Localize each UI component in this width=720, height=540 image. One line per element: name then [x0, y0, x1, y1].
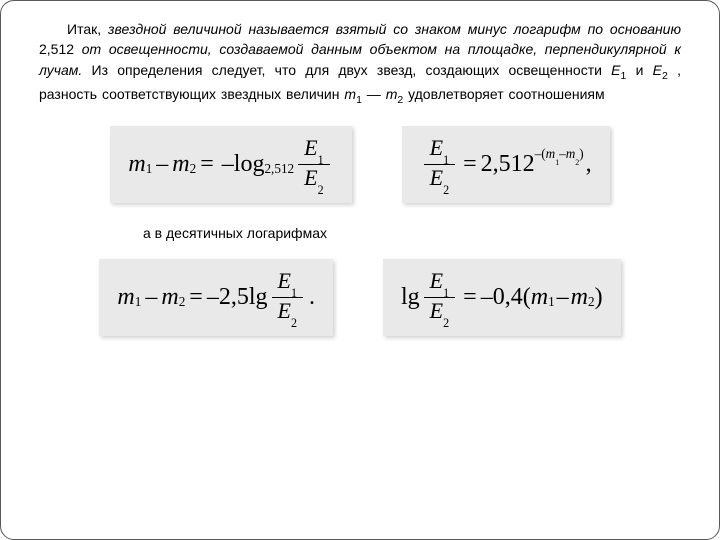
eq4-den-s: 2 [443, 316, 449, 330]
equation-row-1: m1 – m2 = – log2,512 E1 E2 E1 E2 = 2,512… [23, 126, 697, 203]
eq3-den-e: E [278, 298, 291, 323]
eq2-trail: , [586, 151, 592, 178]
eq3-m1-sub: 1 [135, 294, 142, 310]
eq4-m2: m [571, 284, 588, 311]
eq3-num-e: E [278, 268, 291, 293]
eq3-minus: – [145, 284, 157, 311]
var-e2: E [653, 62, 662, 78]
equation-4: lg E1 E2 = –0,4(m1 – m2) [383, 259, 621, 336]
eq3-frac: E1 E2 [272, 269, 304, 326]
eq4-lg: lg [401, 284, 420, 311]
eq4-minus: – [557, 284, 569, 311]
equation-2: E1 E2 = 2,512–(m1–m2), [402, 126, 610, 203]
eq2-den-s: 2 [443, 183, 449, 197]
eq1-m1: m [128, 151, 145, 178]
eq4-m1: m [531, 284, 548, 311]
equation-3: m1 – m2 = –2,5lg E1 E2 . [99, 259, 333, 336]
eq3-eq: = [189, 284, 203, 311]
eq2-base: 2,512 [481, 151, 535, 178]
eq4-num-e: E [430, 268, 443, 293]
eq4-close: ) [595, 284, 603, 311]
var-e1: E [611, 62, 620, 78]
def-base-num: 2,512 [39, 41, 74, 57]
eq1-neg: – [222, 151, 234, 178]
eq1-den-e: E [304, 165, 317, 190]
eq2-exp-s2: 2 [575, 158, 579, 167]
eq4-s1: 1 [548, 294, 555, 310]
eq3-coef: –2,5 [207, 284, 249, 311]
eq4-s2: 2 [588, 294, 595, 310]
def-dash: — [362, 86, 386, 102]
eq1-eq: = [200, 151, 214, 178]
eq1-m1-sub: 1 [146, 161, 153, 177]
eq1-minus: – [156, 151, 168, 178]
eq2-exp: –(m1–m2) [535, 146, 584, 164]
eq1-num-e: E [304, 135, 317, 160]
eq3-m2: m [161, 284, 178, 311]
eq1-den-s: 2 [318, 183, 324, 197]
page-frame: Итак, звездной величиной называется взят… [0, 0, 720, 540]
eq4-eq: = [463, 284, 477, 311]
var-m1: m [344, 86, 356, 102]
equation-row-2: m1 – m2 = –2,5lg E1 E2 . lg E1 E2 = –0,4… [23, 259, 697, 336]
eq2-num-e: E [430, 135, 443, 160]
eq1-m2: m [172, 151, 189, 178]
eq2-exp-m2: m [566, 146, 576, 161]
eq1-log: log [234, 151, 265, 178]
eq3-trail: . [309, 284, 315, 311]
eq2-eq: = [463, 151, 477, 178]
eq2-den-e: E [430, 165, 443, 190]
eq2-exp-m1: m [546, 146, 556, 161]
eq2-exp-pre: –( [535, 146, 546, 161]
eq2-exp-post: ) [579, 146, 583, 161]
eq1-m2-sub: 2 [190, 161, 197, 177]
eq1-frac: E1 E2 [298, 136, 330, 193]
def-italic-a: звездной величиной называется взятый со … [108, 21, 681, 37]
eq4-num-s: 1 [443, 286, 449, 300]
equation-1: m1 – m2 = – log2,512 E1 E2 [110, 126, 351, 203]
definition-paragraph: Итак, звездной величиной называется взят… [39, 19, 681, 108]
eq4-den-e: E [430, 298, 443, 323]
def-and: и [626, 62, 652, 78]
eq3-lg: lg [249, 284, 268, 311]
def-rest-c: удовлетворяет соотношениям [403, 86, 604, 102]
eq3-m1: m [117, 284, 134, 311]
lead-word: Итак, [67, 21, 108, 37]
eq1-num-s: 1 [318, 153, 324, 167]
eq2-exp-minus: – [559, 146, 566, 161]
eq2-num-s: 1 [443, 153, 449, 167]
sub-paragraph: а в десятичных логарифмах [143, 225, 697, 241]
eq2-frac: E1 E2 [424, 136, 456, 193]
eq1-log-base: 2,512 [264, 161, 294, 177]
eq3-num-s: 1 [291, 286, 297, 300]
eq2-exp-s1: 1 [555, 158, 559, 167]
eq3-den-s: 2 [291, 316, 297, 330]
eq3-m2-sub: 2 [179, 294, 186, 310]
def-rest-a: Из определения следует, что для двух зве… [82, 62, 611, 78]
eq4-frac: E1 E2 [424, 269, 456, 326]
eq4-coef: –0,4( [481, 284, 531, 311]
var-m2: m [386, 86, 398, 102]
